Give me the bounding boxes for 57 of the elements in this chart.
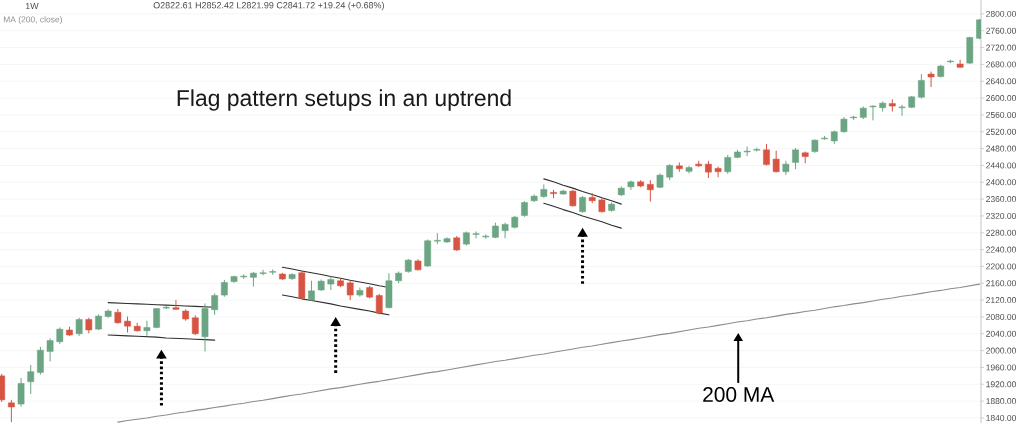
annotation: 200 MA [703, 387, 775, 402]
y-tick-label: 2480.00 [986, 145, 1016, 152]
candlestick [724, 154, 732, 175]
y-tick-label: 2200.00 [986, 263, 1016, 270]
candlestick [714, 166, 722, 178]
candlestick [918, 73, 925, 99]
y-tick-label: 2320.00 [986, 212, 1016, 219]
y-tick-label: 2240.00 [986, 246, 1016, 253]
candlestick [792, 147, 799, 170]
text: MA (200, close) [3, 16, 62, 25]
candlestick [501, 222, 509, 239]
candlestick [17, 377, 25, 408]
candlestick [8, 399, 15, 423]
y-tick-label: 2080.00 [986, 313, 1016, 320]
y-tick-label: 2680.00 [986, 61, 1016, 68]
y-tick-label: 1880.00 [986, 398, 1016, 405]
candlestick [172, 299, 180, 311]
candlestick [46, 337, 54, 363]
candlestick [743, 145, 751, 157]
y-tick-label: 2440.00 [986, 162, 1016, 169]
y-tick-label: 2800.00 [986, 10, 1016, 17]
line-series [543, 178, 622, 205]
candlestick [308, 280, 315, 302]
y-tick-label: 2120.00 [986, 297, 1016, 304]
annotation: O2822.61 H2852.42 L2821.99 C2841.72 +19.24 (+0.68%) [153, 1, 384, 11]
candlestick [75, 317, 83, 337]
y-tick-label: 1960.00 [986, 364, 1016, 371]
candlestick [37, 346, 44, 376]
y-tick-label: 2000.00 [986, 347, 1016, 354]
y-tick-label: 2720.00 [986, 44, 1016, 51]
candlestick [346, 280, 354, 301]
candlestick [898, 104, 906, 117]
y-tick-label: 2280.00 [986, 229, 1016, 236]
y-tick-label: 2040.00 [986, 330, 1016, 337]
candlestick [646, 179, 654, 203]
candlestick [869, 104, 877, 121]
y-tick-label: 2520.00 [986, 128, 1016, 135]
candlestick [0, 373, 6, 403]
candlestick [211, 292, 219, 316]
candlestick [191, 314, 199, 336]
y-tick-label: 2640.00 [986, 78, 1016, 85]
y-tick-label: 2400.00 [986, 179, 1016, 186]
candlestick [259, 269, 267, 276]
text: Flag pattern setups in an uptrend [177, 89, 511, 111]
y-tick-label: 2760.00 [986, 27, 1016, 34]
y-tick-label: 1920.00 [986, 381, 1016, 388]
candlestick [143, 320, 151, 337]
annotation: 1W [25, 2, 39, 10]
y-tick-label: 1840.00 [986, 414, 1016, 421]
y-tick-label: 2360.00 [986, 196, 1016, 203]
y-tick-label: 2160.00 [986, 280, 1016, 287]
y-tick-label: 2600.00 [986, 95, 1016, 102]
candlestick [772, 150, 780, 174]
y-tick-label: 2560.00 [986, 111, 1016, 118]
candlestick [927, 71, 935, 88]
candlestick [27, 364, 35, 395]
candlestick [472, 230, 480, 239]
